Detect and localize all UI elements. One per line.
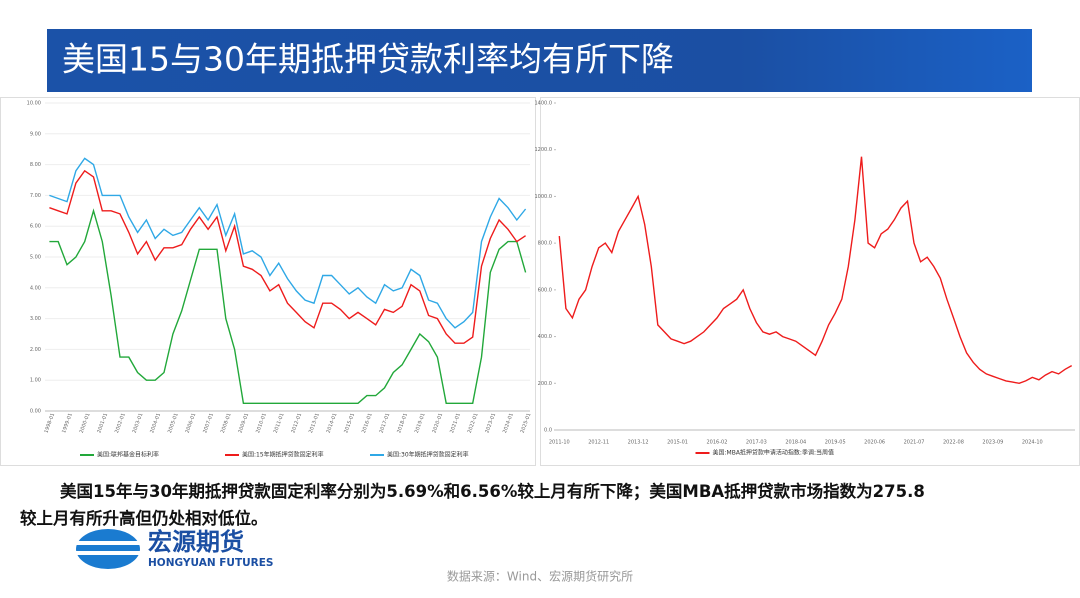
x-tick-label: 2003-01 bbox=[132, 412, 145, 434]
y-tick-label: 10.00 bbox=[27, 101, 41, 107]
series-line bbox=[49, 208, 527, 404]
x-tick-label: 2019-01 bbox=[414, 412, 427, 434]
x-tick-label: 2013-01 bbox=[308, 412, 321, 434]
x-tick-label: 2009-01 bbox=[237, 412, 250, 434]
caption-line: 较上月有所升高但仍处相对低位。 bbox=[20, 509, 268, 528]
source: 数据来源：Wind、宏源期货研究所 bbox=[447, 569, 633, 584]
left-frame bbox=[0, 97, 536, 466]
x-tick-label: 2001-01 bbox=[96, 412, 109, 434]
x-tick-label: 2017-01 bbox=[379, 412, 392, 434]
y-tick-label: 1400.0 bbox=[535, 101, 553, 107]
x-tick-label: 2025-01 bbox=[520, 412, 533, 434]
x-tick-label: 2008-01 bbox=[220, 412, 233, 434]
x-tick-label: 2011-01 bbox=[273, 412, 286, 434]
legend-label: 美国:30年期抵押贷款固定利率 bbox=[387, 451, 469, 459]
series-line bbox=[49, 157, 527, 329]
series-line bbox=[49, 169, 526, 344]
x-tick-label: 2018-01 bbox=[396, 412, 409, 434]
x-tick-label: 2010-01 bbox=[255, 412, 268, 434]
x-tick-label: 2024-01 bbox=[502, 412, 515, 434]
x-tick-label: 2022-08 bbox=[943, 440, 964, 446]
y-tick-label: 200.0 bbox=[538, 381, 552, 387]
y-tick-label: 0.00 bbox=[30, 409, 41, 415]
x-tick-label: 2000-01 bbox=[79, 412, 92, 434]
x-tick-label: 2021-01 bbox=[449, 412, 462, 434]
x-tick-label: 2002-01 bbox=[114, 412, 127, 434]
y-tick-label: 800.0 bbox=[538, 241, 552, 247]
x-tick-label: 2023-01 bbox=[484, 412, 497, 434]
x-tick-label: 2020-06 bbox=[864, 440, 885, 446]
x-tick-label: 1999-01 bbox=[61, 412, 74, 434]
y-tick-label: 0.0 bbox=[544, 428, 552, 434]
series-line bbox=[558, 156, 1073, 385]
x-tick-label: 2013-12 bbox=[628, 440, 649, 446]
x-tick-label: 2011-10 bbox=[549, 440, 570, 446]
y-tick-label: 1200.0 bbox=[535, 147, 553, 153]
caption-line: 美国15年与30年期抵押贷款固定利率分别为5.69%和6.56%较上月有所下降；… bbox=[60, 482, 925, 501]
x-tick-label: 2024-10 bbox=[1022, 440, 1043, 446]
y-tick-label: 9.00 bbox=[30, 131, 41, 137]
y-tick-label: 5.00 bbox=[30, 255, 41, 261]
x-tick-label: 2017-03 bbox=[746, 440, 767, 446]
x-tick-label: 2007-01 bbox=[202, 412, 215, 434]
x-tick-label: 2012-01 bbox=[290, 412, 303, 434]
x-tick-label: 2016-02 bbox=[707, 440, 728, 446]
x-tick-label: 2006-01 bbox=[185, 412, 198, 434]
legend-label: 美国:联邦基金目标利率 bbox=[97, 451, 159, 459]
logo: 宏源期货 HONGYUAN FUTURES bbox=[76, 528, 273, 569]
y-tick-label: 600.0 bbox=[538, 287, 552, 293]
legend-label: 美国:15年期抵押贷款固定利率 bbox=[242, 451, 324, 459]
y-tick-label: 400.0 bbox=[538, 334, 552, 340]
x-tick-label: 2020-01 bbox=[431, 412, 444, 434]
title: 美国15与30年期抵押贷款利率均有所下降 bbox=[62, 40, 674, 79]
right-frame bbox=[540, 97, 1080, 466]
y-tick-label: 2.00 bbox=[30, 347, 41, 353]
x-tick-label: 2016-01 bbox=[361, 412, 374, 434]
y-tick-label: 1.00 bbox=[30, 378, 41, 384]
x-tick-label: 2004-01 bbox=[149, 412, 162, 434]
x-tick-label: 2019-05 bbox=[825, 440, 846, 446]
logo-name: 宏源期货 bbox=[148, 528, 244, 556]
y-tick-label: 3.00 bbox=[30, 316, 41, 322]
logo-name-en: HONGYUAN FUTURES bbox=[148, 557, 273, 569]
x-tick-label: 1998-01 bbox=[43, 412, 56, 434]
title-banner bbox=[47, 29, 1032, 92]
legend-label: 美国:MBA抵押贷款申请活动指数:季调:当周值 bbox=[713, 449, 834, 457]
x-tick-label: 2023-09 bbox=[982, 440, 1003, 446]
x-tick-label: 2012-11 bbox=[588, 440, 609, 446]
y-tick-label: 7.00 bbox=[30, 193, 41, 199]
x-tick-label: 2018-04 bbox=[785, 440, 806, 446]
x-tick-label: 2015-01 bbox=[667, 440, 688, 446]
x-tick-label: 2015-01 bbox=[343, 412, 356, 434]
y-tick-label: 1000.0 bbox=[535, 194, 553, 200]
x-tick-label: 2022-01 bbox=[467, 412, 480, 434]
y-tick-label: 4.00 bbox=[30, 285, 41, 291]
x-tick-label: 2005-01 bbox=[167, 412, 180, 434]
y-tick-label: 8.00 bbox=[30, 162, 41, 168]
x-tick-label: 2014-01 bbox=[326, 412, 339, 434]
x-tick-label: 2021-07 bbox=[904, 440, 925, 446]
y-tick-label: 6.00 bbox=[30, 224, 41, 230]
